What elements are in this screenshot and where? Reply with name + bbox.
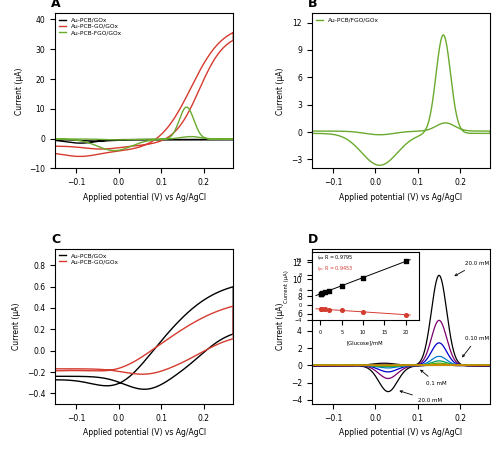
Text: 20.0 mM: 20.0 mM bbox=[455, 261, 488, 276]
Text: D: D bbox=[308, 233, 318, 246]
Y-axis label: Current (μA): Current (μA) bbox=[14, 67, 24, 115]
Legend: Au-PCB/GOx, Au-PCB-GO/GOx: Au-PCB/GOx, Au-PCB-GO/GOx bbox=[58, 252, 120, 266]
X-axis label: Applied potential (V) vs Ag/AgCl: Applied potential (V) vs Ag/AgCl bbox=[340, 193, 462, 202]
Legend: Au-PCB/GOx, Au-PCB-GO/GOx, Au-PCB-FGO/GOx: Au-PCB/GOx, Au-PCB-GO/GOx, Au-PCB-FGO/GO… bbox=[58, 16, 123, 36]
Text: 20.0 mM: 20.0 mM bbox=[400, 391, 442, 403]
Text: B: B bbox=[308, 0, 318, 10]
Y-axis label: Current (μA): Current (μA) bbox=[276, 303, 285, 350]
Text: A: A bbox=[52, 0, 61, 10]
Legend: Au-PCB/FGO/GOx: Au-PCB/FGO/GOx bbox=[314, 16, 380, 24]
X-axis label: Applied potential (V) vs Ag/AgCl: Applied potential (V) vs Ag/AgCl bbox=[82, 428, 206, 437]
Text: C: C bbox=[52, 233, 60, 246]
X-axis label: Applied potential (V) vs Ag/AgCl: Applied potential (V) vs Ag/AgCl bbox=[340, 428, 462, 437]
X-axis label: Applied potential (V) vs Ag/AgCl: Applied potential (V) vs Ag/AgCl bbox=[82, 193, 206, 202]
Text: 0.10 mM: 0.10 mM bbox=[462, 336, 488, 357]
Text: 0.1 mM: 0.1 mM bbox=[420, 370, 447, 386]
Y-axis label: Current (μA): Current (μA) bbox=[12, 303, 21, 350]
Y-axis label: Current (μA): Current (μA) bbox=[276, 67, 285, 115]
